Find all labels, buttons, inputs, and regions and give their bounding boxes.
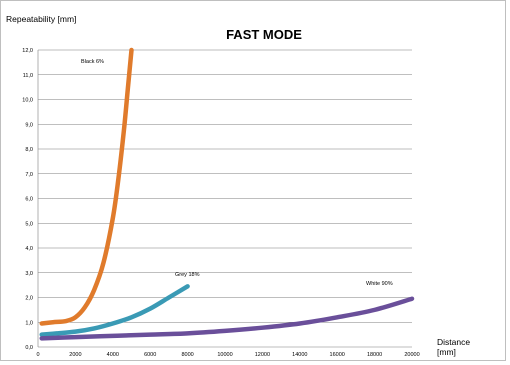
x-tick-label: 4000 (107, 352, 119, 358)
x-tick-label: 20000 (404, 352, 419, 358)
x-tick-label: 14000 (292, 352, 307, 358)
y-tick-label: 5,0 (25, 221, 33, 227)
x-tick-label: 12000 (255, 352, 270, 358)
y-tick-label: 6,0 (25, 197, 33, 203)
series-label: Grey 18% (175, 272, 200, 278)
x-tick-label: 0 (36, 352, 39, 358)
y-tick-labels: 0,0 1,0 2,0 3,0 4,0 5,0 6,0 7,0 8,0 9,0 10,0 11,0 12… (22, 48, 33, 351)
series-labels: Black 6% Grey 18% White 90% (81, 59, 393, 287)
x-axis-label: Distance (437, 337, 470, 347)
x-tick-label: 10000 (217, 352, 232, 358)
series-line-2 (39, 296, 415, 341)
grid-lines (37, 49, 412, 348)
y-tick-label: 4,0 (25, 246, 33, 252)
y-tick-label: 10,0 (22, 98, 33, 104)
y-tick-label: 1,0 (25, 320, 33, 326)
y-tick-label: 3,0 (25, 271, 33, 277)
y-tick-label: 7,0 (25, 172, 33, 178)
chart-title: FAST MODE (226, 27, 302, 42)
y-axis-label: Repeatability [mm] (6, 14, 76, 24)
x-tick-label: 6000 (144, 352, 156, 358)
y-tick-label: 0,0 (25, 345, 33, 351)
x-tick-label: 2000 (69, 352, 81, 358)
y-tick-label: 11,0 (23, 73, 33, 79)
x-axis-unit: [mm] (437, 347, 456, 357)
y-tick-label: 2,0 (25, 296, 33, 302)
x-tick-label: 16000 (330, 352, 345, 358)
series-lines (39, 47, 415, 341)
series-line-1 (39, 284, 190, 337)
x-tick-label: 18000 (367, 352, 382, 358)
series-label: White 90% (366, 281, 393, 287)
x-tick-labels: 0 2000 4000 6000 8000 10000 12000 14000 16000 180… (36, 352, 419, 358)
y-tick-label: 12,0 (22, 48, 33, 54)
y-tick-label: 8,0 (25, 147, 33, 153)
y-tick-label: 9,0 (25, 122, 33, 128)
series-line-0 (39, 47, 134, 326)
series-label: Black 6% (81, 59, 104, 65)
x-tick-label: 8000 (181, 352, 193, 358)
